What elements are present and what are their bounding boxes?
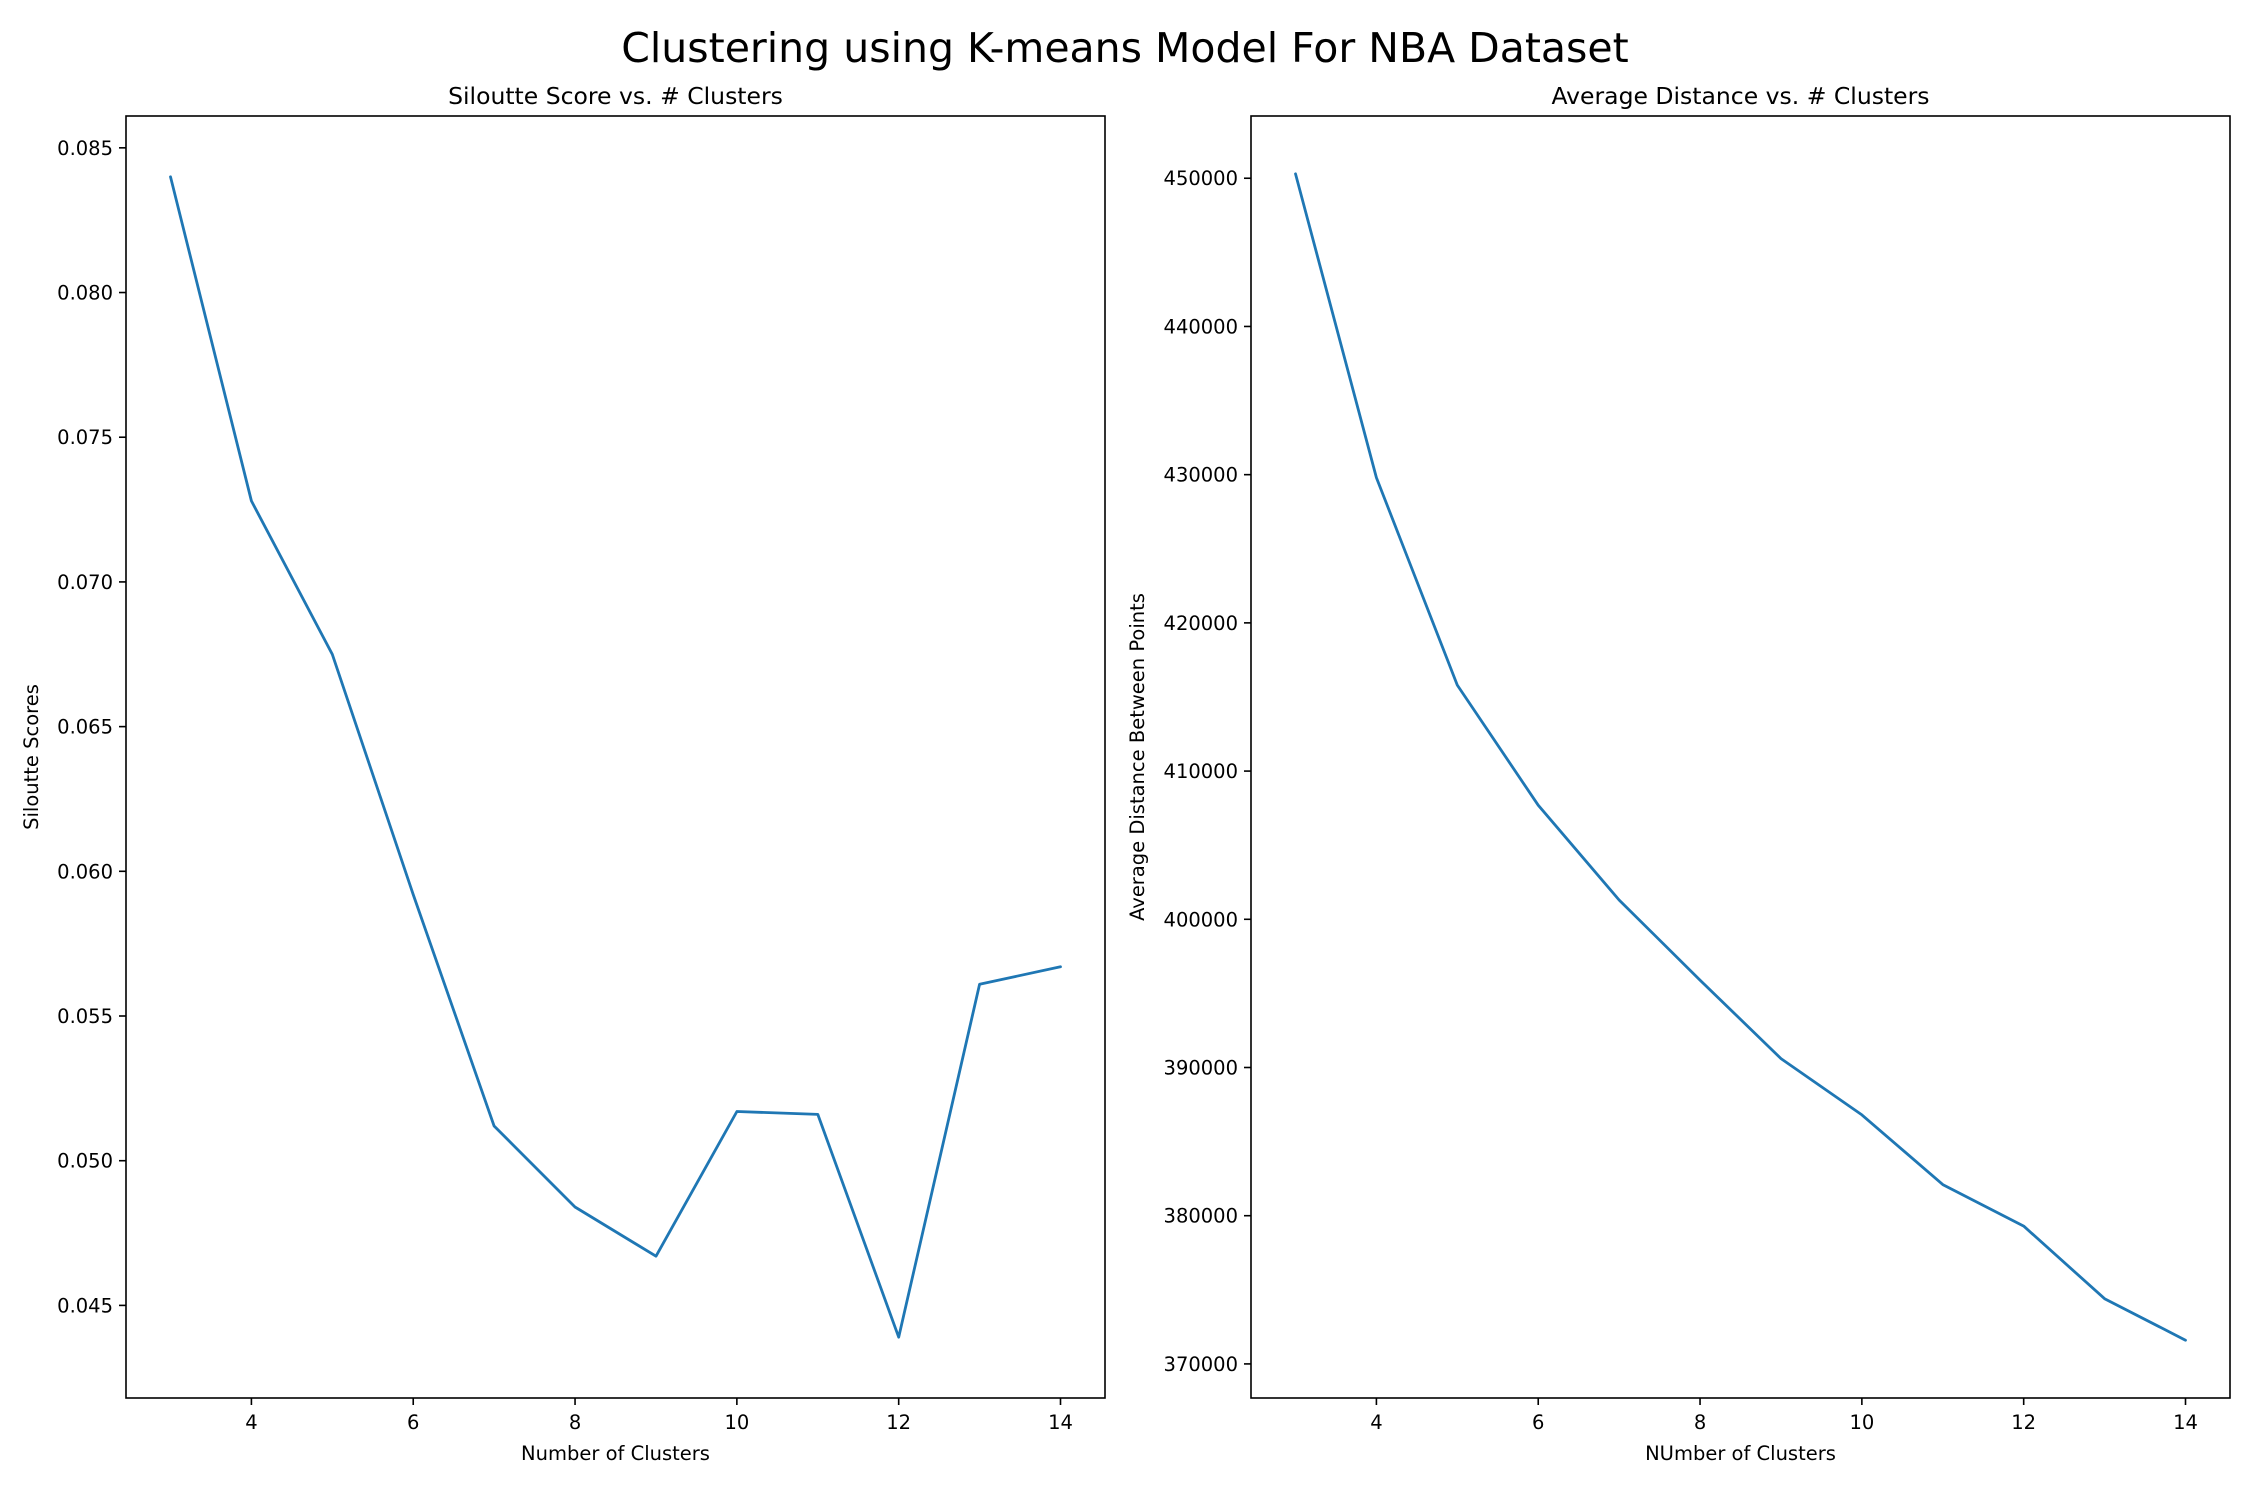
silhouette-score-line	[169, 175, 1062, 1339]
avg-distance-y-tick-label: 390000	[1164, 1056, 1238, 1079]
silhouette-x-tick-label: 6	[407, 1411, 419, 1434]
silhouette-y-tick-label: 0.085	[57, 137, 113, 160]
silhouette-x-tick-label: 10	[724, 1411, 749, 1434]
avg-distance-x-tick-label: 4	[1370, 1411, 1382, 1434]
avg-distance-y-tick-label: 380000	[1164, 1205, 1238, 1228]
avg-distance-x-tick-label: 6	[1532, 1411, 1544, 1434]
avg-distance-plot-frame	[1250, 115, 2231, 1399]
avg-distance-chart: Average Distance vs. # Clusters NUmber o…	[1126, 82, 2231, 1465]
avg-distance-y-axis-label: Average Distance Between Points	[1126, 593, 1149, 921]
avg-distance-y-tick-label: 370000	[1164, 1353, 1238, 1376]
silhouette-y-ticks: 0.045 0.050 0.055 0.060 0.065 0.070 0.075 0.080…	[57, 137, 126, 1317]
silhouette-chart-title: Siloutte Score vs. # Clusters	[448, 82, 783, 110]
avg-distance-y-tick-label: 410000	[1164, 760, 1238, 783]
avg-distance-x-ticks: 4 6 8 10 12 14	[1370, 1398, 2198, 1434]
avg-distance-y-ticks: 370000 380000 390000 400000 410000 420000 4300…	[1164, 167, 1251, 1376]
silhouette-y-tick-label: 0.065	[57, 716, 113, 739]
silhouette-x-tick-label: 8	[569, 1411, 581, 1434]
silhouette-plot-frame	[125, 115, 1106, 1399]
figure-title: Clustering using K-means Model For NBA D…	[621, 24, 1628, 72]
avg-distance-x-tick-label: 10	[1849, 1411, 1874, 1434]
silhouette-y-tick-label: 0.055	[57, 1005, 113, 1028]
silhouette-x-ticks: 4 6 8 10 12 14	[245, 1398, 1073, 1434]
avg-distance-x-tick-label: 12	[2011, 1411, 2036, 1434]
avg-distance-y-tick-label: 430000	[1164, 464, 1238, 487]
avg-distance-chart-title: Average Distance vs. # Clusters	[1551, 82, 1929, 110]
silhouette-x-tick-label: 4	[245, 1411, 257, 1434]
avg-distance-y-tick-label: 420000	[1164, 612, 1238, 635]
silhouette-y-tick-label: 0.045	[57, 1294, 113, 1317]
silhouette-chart: Siloutte Score vs. # Clusters Number of …	[20, 82, 1106, 1465]
avg-distance-line	[1294, 172, 2187, 1342]
silhouette-y-tick-label: 0.050	[57, 1150, 113, 1173]
avg-distance-y-tick-label: 450000	[1164, 167, 1238, 190]
silhouette-x-axis-label: Number of Clusters	[521, 1442, 710, 1465]
avg-distance-x-tick-label: 8	[1694, 1411, 1706, 1434]
silhouette-y-tick-label: 0.060	[57, 860, 113, 883]
avg-distance-x-axis-label: NUmber of Clusters	[1645, 1442, 1836, 1465]
avg-distance-y-tick-label: 440000	[1164, 315, 1238, 338]
silhouette-x-tick-label: 14	[1048, 1411, 1073, 1434]
silhouette-y-tick-label: 0.075	[57, 426, 113, 449]
silhouette-y-axis-label: Siloutte Scores	[20, 684, 43, 830]
silhouette-y-tick-label: 0.080	[57, 282, 113, 305]
silhouette-x-tick-label: 12	[886, 1411, 911, 1434]
avg-distance-y-tick-label: 400000	[1164, 908, 1238, 931]
avg-distance-x-tick-label: 14	[2173, 1411, 2198, 1434]
silhouette-y-tick-label: 0.070	[57, 571, 113, 594]
